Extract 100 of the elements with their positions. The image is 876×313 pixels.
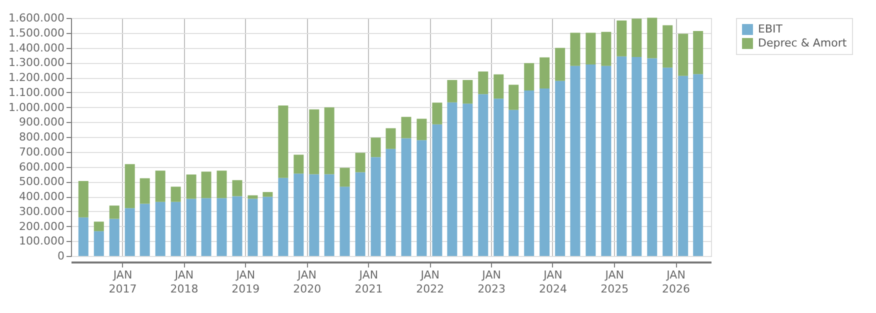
- bar: [540, 88, 550, 256]
- bar: [370, 157, 381, 256]
- y-tick-label: 500.000: [19, 175, 64, 188]
- bar: [462, 80, 473, 104]
- x-tick-label: JAN 2025: [600, 268, 629, 296]
- bar: [216, 198, 227, 256]
- bar: [462, 104, 473, 256]
- y-tick-label: 1.500.000: [8, 26, 64, 40]
- bar: [478, 72, 488, 94]
- bar: [586, 64, 596, 256]
- bar: [570, 66, 580, 256]
- bar: [678, 34, 688, 76]
- bar: [386, 148, 396, 256]
- y-tick-label: 400.000: [19, 190, 64, 203]
- y-tick-label: 1.600.000: [8, 12, 64, 24]
- bar: [494, 98, 504, 256]
- bar: [647, 18, 658, 58]
- bar: [494, 74, 504, 99]
- bar: [78, 217, 88, 256]
- y-tick-label: 300.000: [19, 204, 64, 218]
- bar: [632, 18, 642, 57]
- bar: [262, 192, 273, 197]
- bar: [555, 80, 566, 256]
- bar: [678, 76, 688, 256]
- bar: [508, 110, 519, 256]
- bar: [662, 68, 673, 256]
- bar: [616, 20, 627, 56]
- bar: [94, 231, 104, 256]
- x-tick-label: JAN 2020: [293, 268, 322, 296]
- bar: [324, 174, 334, 256]
- bar: [278, 105, 288, 178]
- bar: [140, 204, 150, 256]
- y-tick-label: 800.000: [19, 130, 64, 144]
- bar: [416, 118, 427, 140]
- bar: [340, 186, 350, 256]
- bar: [616, 56, 627, 256]
- bar: [309, 174, 320, 256]
- x-tick-label: JAN 2023: [478, 268, 506, 296]
- bar: [432, 124, 442, 256]
- x-tick-label: JAN 2017: [108, 268, 137, 296]
- y-tick-label: 1.000.000: [8, 100, 64, 114]
- y-tick-label: 1.300.000: [8, 56, 64, 70]
- x-tick-label: JAN 2019: [232, 268, 260, 296]
- bar: [478, 94, 488, 256]
- bar: [294, 174, 304, 256]
- bar: [447, 80, 458, 102]
- y-tick-label: 900.000: [19, 116, 64, 129]
- bar: [170, 186, 181, 202]
- y-tick-label: 1.100.000: [8, 86, 64, 99]
- bar: [340, 168, 350, 187]
- bar: [601, 66, 612, 256]
- bar: [693, 74, 704, 256]
- bar: [278, 178, 288, 256]
- y-tick-label: 600.000: [19, 160, 64, 174]
- bar: [355, 152, 366, 172]
- x-tick-label: JAN 2024: [538, 268, 567, 296]
- bar: [508, 84, 519, 110]
- bar: [370, 138, 381, 158]
- bar: [401, 116, 412, 138]
- bar: [601, 32, 612, 66]
- legend-label: Deprec & Amort: [758, 36, 848, 50]
- bar: [124, 164, 135, 208]
- bar: [324, 107, 334, 174]
- bar: [109, 206, 120, 219]
- bar: [232, 180, 242, 196]
- bar: [186, 174, 196, 199]
- bar: [248, 198, 258, 256]
- bar: [170, 202, 181, 256]
- bar: [524, 63, 534, 90]
- bar: [294, 154, 304, 174]
- bar: [693, 30, 704, 74]
- y-tick-label: 100.000: [19, 234, 64, 248]
- bar: [401, 138, 412, 256]
- bar: [647, 58, 658, 256]
- bar: [201, 172, 212, 198]
- bar: [155, 202, 166, 256]
- bar: [586, 32, 596, 65]
- y-tick-label: 200.000: [19, 220, 64, 233]
- bar: [447, 102, 458, 256]
- bar: [201, 198, 212, 256]
- y-tick-label: 0: [58, 250, 64, 262]
- bar: [662, 25, 673, 68]
- bar: [386, 128, 396, 149]
- bar: [355, 172, 366, 256]
- bar: [262, 196, 273, 256]
- x-tick-label: JAN 2021: [354, 268, 383, 296]
- bar: [416, 140, 427, 256]
- bar: [524, 90, 534, 256]
- bar: [232, 196, 242, 256]
- bar: [78, 181, 88, 218]
- bar: [186, 198, 196, 256]
- bar: [555, 48, 566, 81]
- y-tick-label: 1.200.000: [8, 71, 64, 84]
- x-tick-label: JAN 2022: [416, 268, 444, 296]
- bar: [124, 208, 135, 256]
- bar: [570, 32, 580, 66]
- bar: [216, 170, 227, 198]
- bar: [632, 56, 642, 256]
- bar: [155, 170, 166, 202]
- y-tick-label: 700.000: [19, 145, 64, 158]
